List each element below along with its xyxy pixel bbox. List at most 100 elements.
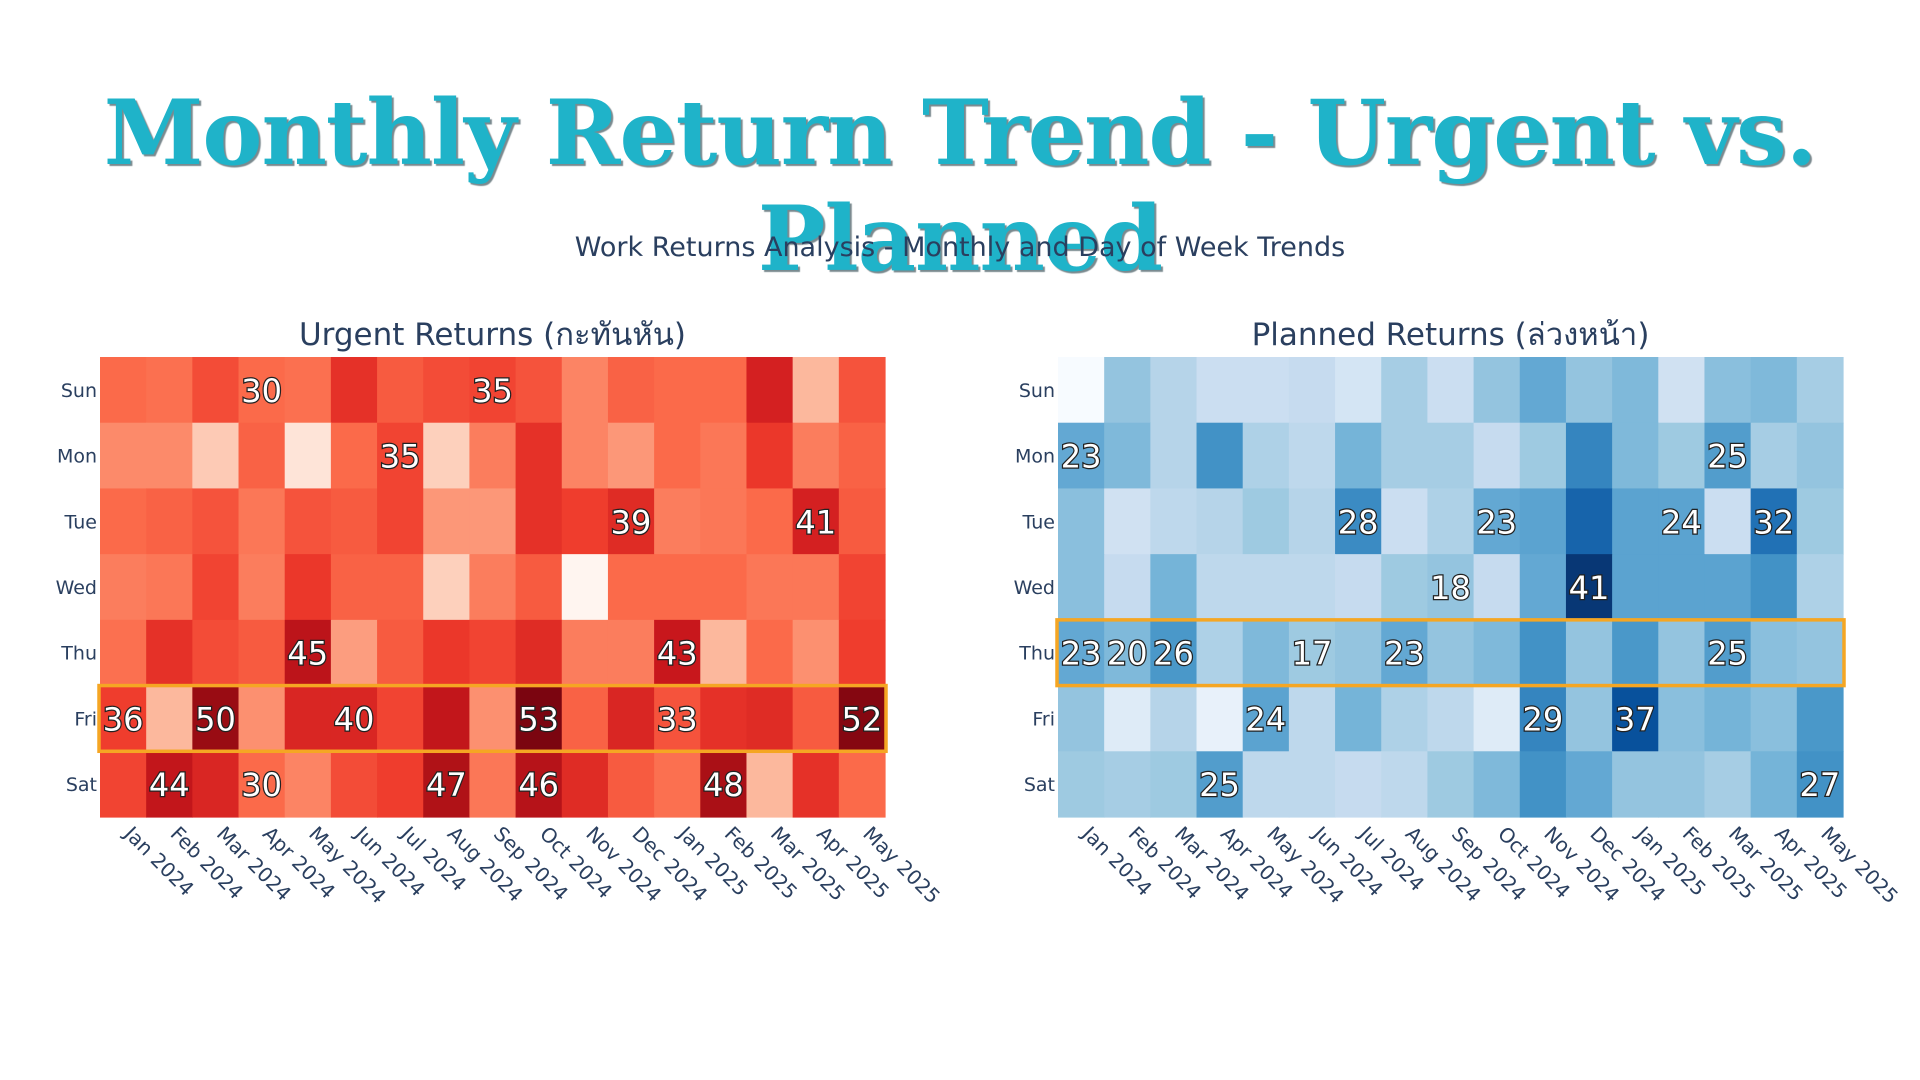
heatmap-cell[interactable] — [423, 554, 471, 621]
heatmap-cell[interactable] — [1381, 554, 1429, 621]
heatmap-cell[interactable] — [1427, 357, 1475, 424]
heatmap-cell[interactable] — [1196, 357, 1244, 424]
heatmap-cell[interactable] — [330, 619, 378, 687]
heatmap-cell[interactable] — [1658, 685, 1706, 752]
heatmap-cell[interactable] — [1519, 685, 1567, 752]
heatmap-cell[interactable] — [515, 357, 563, 424]
heatmap-cell[interactable] — [792, 619, 840, 687]
heatmap-cell[interactable] — [515, 488, 563, 555]
heatmap-cell[interactable] — [838, 488, 886, 555]
heatmap-cell[interactable] — [1565, 554, 1613, 621]
heatmap-cell[interactable] — [1519, 488, 1567, 555]
heatmap-cell[interactable] — [1196, 685, 1244, 752]
heatmap-cell[interactable] — [238, 554, 286, 621]
heatmap-cell[interactable] — [469, 685, 517, 752]
heatmap-cell[interactable] — [100, 619, 147, 687]
heatmap-cell[interactable] — [284, 554, 332, 621]
heatmap-cell[interactable] — [1796, 619, 1844, 687]
heatmap-cell[interactable] — [1196, 488, 1244, 555]
heatmap-cell[interactable] — [792, 357, 840, 424]
heatmap-cell[interactable] — [700, 554, 748, 621]
heatmap-cell[interactable] — [1335, 685, 1382, 752]
heatmap-cell[interactable] — [607, 619, 655, 687]
heatmap-cell[interactable] — [746, 488, 794, 555]
heatmap-cell[interactable] — [1150, 554, 1198, 621]
heatmap-cell[interactable] — [1427, 685, 1475, 752]
heatmap-cell[interactable] — [1242, 488, 1290, 555]
heatmap-cell[interactable] — [746, 751, 794, 818]
heatmap-cell[interactable] — [1519, 357, 1567, 424]
heatmap-cell[interactable] — [1335, 751, 1382, 818]
heatmap-cell[interactable] — [1473, 488, 1521, 555]
heatmap-cell[interactable] — [1058, 488, 1105, 555]
heatmap-cell[interactable] — [1565, 751, 1613, 818]
heatmap-cell[interactable] — [515, 422, 563, 490]
heatmap-cell[interactable] — [423, 488, 471, 555]
heatmap-cell[interactable] — [1427, 422, 1475, 490]
heatmap-cell[interactable] — [1796, 685, 1844, 752]
heatmap-cell[interactable] — [1612, 488, 1659, 555]
heatmap-cell[interactable] — [1658, 488, 1706, 555]
heatmap-cell[interactable] — [1519, 619, 1567, 687]
heatmap-cell[interactable] — [561, 357, 609, 424]
heatmap-cell[interactable] — [1658, 554, 1706, 621]
heatmap-cell[interactable] — [238, 751, 286, 818]
heatmap-cell[interactable] — [654, 554, 701, 621]
heatmap-cell[interactable] — [284, 357, 332, 424]
heatmap-cell[interactable] — [469, 554, 517, 621]
heatmap-cell[interactable] — [284, 751, 332, 818]
heatmap-cell[interactable] — [1288, 357, 1336, 424]
heatmap-cell[interactable] — [284, 619, 332, 687]
heatmap-cell[interactable] — [1796, 357, 1844, 424]
heatmap-cell[interactable] — [1565, 488, 1613, 555]
heatmap-cell[interactable] — [746, 357, 794, 424]
heatmap-cell[interactable] — [1058, 751, 1105, 818]
heatmap-cell[interactable] — [1612, 685, 1659, 752]
heatmap-cell[interactable] — [561, 751, 609, 818]
heatmap-cell[interactable] — [423, 619, 471, 687]
heatmap-cell[interactable] — [1196, 554, 1244, 621]
heatmap-cell[interactable] — [1519, 554, 1567, 621]
heatmap-cell[interactable] — [838, 554, 886, 621]
heatmap-cell[interactable] — [515, 619, 563, 687]
heatmap-cell[interactable] — [238, 488, 286, 555]
heatmap-cell[interactable] — [654, 357, 701, 424]
heatmap-cell[interactable] — [1473, 554, 1521, 621]
heatmap-cell[interactable] — [100, 488, 147, 555]
heatmap-cell[interactable] — [238, 422, 286, 490]
heatmap-cell[interactable] — [1242, 357, 1290, 424]
heatmap-cell[interactable] — [1058, 422, 1105, 490]
heatmap-cell[interactable] — [1658, 619, 1706, 687]
heatmap-cell[interactable] — [330, 488, 378, 555]
heatmap-cell[interactable] — [100, 685, 147, 752]
heatmap-cell[interactable] — [1704, 357, 1752, 424]
heatmap-cell[interactable] — [1150, 488, 1198, 555]
heatmap-cell[interactable] — [284, 488, 332, 555]
heatmap-cell[interactable] — [561, 554, 609, 621]
heatmap-cell[interactable] — [1750, 357, 1798, 424]
heatmap-cell[interactable] — [1335, 422, 1382, 490]
heatmap-cell[interactable] — [330, 554, 378, 621]
heatmap-cell[interactable] — [146, 685, 193, 752]
heatmap-cell[interactable] — [607, 357, 655, 424]
heatmap-cell[interactable] — [515, 751, 563, 818]
heatmap-cell[interactable] — [1150, 422, 1198, 490]
heatmap-cell[interactable] — [1150, 751, 1198, 818]
heatmap-cell[interactable] — [1519, 751, 1567, 818]
heatmap-cell[interactable] — [469, 751, 517, 818]
heatmap-cell[interactable] — [1704, 751, 1752, 818]
heatmap-cell[interactable] — [377, 488, 424, 555]
heatmap-cell[interactable] — [192, 751, 240, 818]
heatmap-cell[interactable] — [1104, 422, 1151, 490]
heatmap-cell[interactable] — [700, 357, 748, 424]
heatmap-cell[interactable] — [1473, 685, 1521, 752]
heatmap-cell[interactable] — [146, 422, 193, 490]
heatmap-cell[interactable] — [1196, 619, 1244, 687]
heatmap-cell[interactable] — [100, 422, 147, 490]
heatmap-cell[interactable] — [1427, 619, 1475, 687]
heatmap-cell[interactable] — [1242, 422, 1290, 490]
heatmap-cell[interactable] — [1381, 685, 1429, 752]
heatmap-cell[interactable] — [838, 685, 886, 752]
heatmap-cell[interactable] — [1704, 488, 1752, 555]
heatmap-cell[interactable] — [838, 619, 886, 687]
